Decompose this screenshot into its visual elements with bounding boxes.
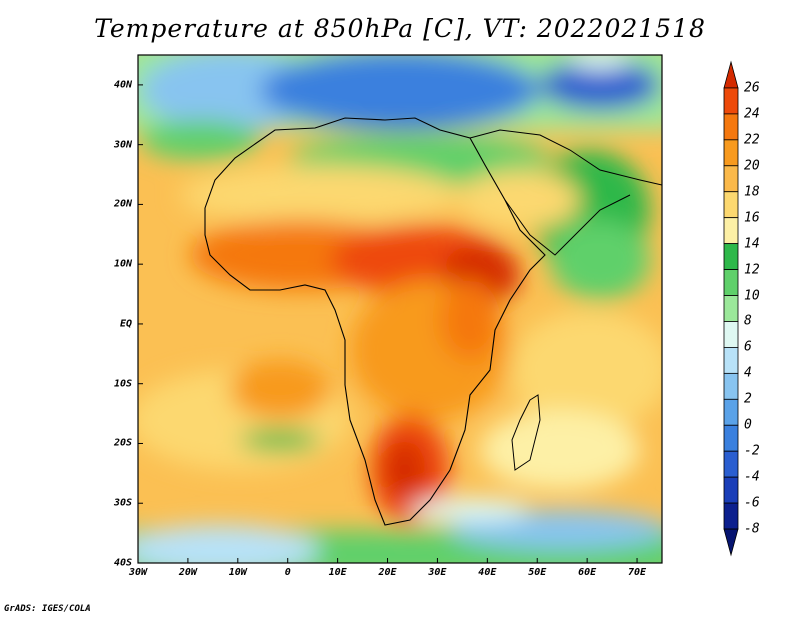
colorbar-swatch <box>723 372 739 400</box>
lon-label: 70E <box>628 567 647 578</box>
arabia <box>469 129 662 256</box>
colorbar-swatch <box>723 347 739 374</box>
colorbar-label: -8 <box>744 521 760 537</box>
lat-label: 40N <box>113 79 132 91</box>
colorbar-label: -2 <box>744 443 760 459</box>
madagascar <box>511 394 541 471</box>
colorbar-label: 26 <box>744 80 760 96</box>
colorbar-swatch <box>723 191 739 219</box>
grads-credit: GrADS: IGES/COLA <box>4 604 91 614</box>
colorbar-label: 8 <box>744 313 752 329</box>
colorbar-label: 22 <box>744 132 760 148</box>
colorbar-swatch <box>723 502 739 530</box>
colorbar-swatch <box>723 217 739 245</box>
colorbar-swatch <box>723 165 739 193</box>
lat-label: 20S <box>113 437 132 449</box>
lat-label: 10S <box>113 378 132 390</box>
lon-label: 30E <box>428 567 447 578</box>
colorbar-swatch <box>723 269 739 296</box>
lon-label: 10W <box>228 567 247 578</box>
lon-label: 20W <box>178 567 197 578</box>
colorbar-label: 12 <box>744 262 760 278</box>
lat-label: 30S <box>113 497 132 509</box>
colorbar-swatch <box>723 113 739 141</box>
lat-label: 20N <box>113 198 132 210</box>
colorbar-label: 6 <box>744 339 752 355</box>
map-ticks <box>137 84 638 564</box>
lat-label: 40S <box>113 557 132 569</box>
colorbar-label: 2 <box>744 391 752 407</box>
colorbar-swatch <box>723 87 739 115</box>
colorbar <box>723 60 739 557</box>
colorbar-swatch <box>723 321 739 348</box>
colorbar-swatch <box>723 476 739 504</box>
lon-label: 0 <box>284 567 291 578</box>
colorbar-label: 24 <box>744 106 760 122</box>
colorbar-swatch <box>723 450 739 478</box>
colorbar-label: 14 <box>744 236 760 252</box>
colorbar-swatch <box>723 243 739 270</box>
colorbar-label: -4 <box>744 469 760 485</box>
colorbar-label: 10 <box>744 288 760 304</box>
lat-label: 10N <box>113 258 132 270</box>
colorbar-label: 16 <box>744 210 760 226</box>
colorbar-swatch <box>723 139 739 167</box>
colorbar-label: -6 <box>744 495 760 511</box>
lon-label: 20E <box>378 567 397 578</box>
lon-label: 60E <box>578 567 597 578</box>
lon-label: 40E <box>478 567 497 578</box>
colorbar-label: 18 <box>744 184 760 200</box>
map-frame <box>137 54 663 564</box>
lon-label: 30W <box>128 567 148 578</box>
colorbar-swatch <box>723 398 739 426</box>
colorbar-label: 0 <box>744 417 752 433</box>
colorbar-swatch <box>723 424 739 452</box>
colorbar-label: 4 <box>744 365 752 381</box>
chart-title: Temperature at 850hPa [C], VT: 202202151… <box>94 14 706 43</box>
lon-label: 10E <box>328 567 347 578</box>
temperature-field <box>138 55 662 563</box>
colorbar-label: 20 <box>744 158 760 174</box>
colorbar-swatch <box>723 60 739 89</box>
lon-label: 50E <box>528 567 547 578</box>
colorbar-swatch <box>723 528 739 557</box>
coastline <box>204 117 546 526</box>
lat-label: EQ <box>119 318 132 330</box>
colorbar-swatch <box>723 295 739 322</box>
lat-label: 30N <box>113 139 132 151</box>
